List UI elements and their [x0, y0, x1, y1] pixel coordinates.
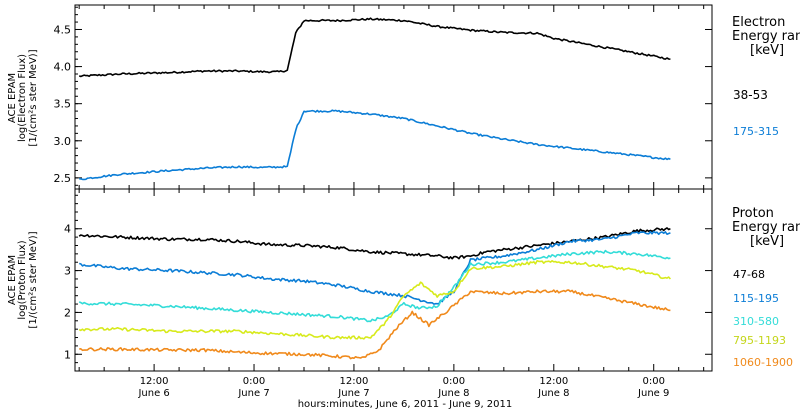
proton-series-1060-1900	[79, 289, 671, 360]
electron-series-175-315	[79, 109, 671, 181]
proton-legend-1060-1900: 1060-1900	[733, 356, 793, 369]
x-tick-date-3: June 8	[437, 388, 469, 399]
x-tick-date-2: June 7	[337, 388, 369, 399]
electron-series-group	[78, 17, 671, 181]
electron-legend-title-2: Energy ranges	[732, 29, 800, 44]
x-tick-time-4: 12:00	[539, 376, 568, 387]
electron-ylabel-line-3: [1/(cm²s ster MeV)]	[28, 49, 39, 146]
electron-ytick-label: 3.5	[54, 98, 72, 111]
proton-ytick-label: 3	[64, 265, 71, 278]
proton-plot-frame	[74, 188, 713, 372]
proton-legend: Proton Energy ranges [keV] 47-68 115-195…	[732, 206, 800, 369]
proton-ytick-label: 2	[64, 306, 71, 319]
proton-legend-title-3: [keV]	[750, 234, 784, 249]
electron-ytick-label: 4.5	[54, 23, 72, 36]
electron-ytick-label: 3.0	[54, 135, 72, 148]
electron-legend-title-3: [keV]	[750, 43, 784, 58]
x-tick-date-4: June 8	[537, 388, 569, 399]
proton-ylabel-line-1: ACE EPAM	[7, 255, 18, 305]
x-tick-time-3: 0:00	[443, 376, 465, 387]
proton-legend-title-2: Energy ranges	[732, 220, 800, 235]
x-tick-date-1: June 7	[237, 388, 269, 399]
x-tick-time-2: 12:00	[340, 376, 369, 387]
electron-ytick-label: 4.0	[54, 61, 72, 74]
x-tick-time-0: 12:00	[140, 376, 169, 387]
x-tick-time-1: 0:00	[243, 376, 265, 387]
proton-ylabel-line-2: log(Proton Flux)	[17, 240, 28, 319]
x-axis-label: hours:minutes, June 6, 2011 - June 9, 20…	[298, 399, 513, 410]
proton-series-115-195	[79, 230, 671, 305]
electron-legend-175-315: 175-315	[733, 125, 779, 138]
proton-legend-310-580: 310-580	[733, 315, 779, 328]
proton-series-795-1193	[78, 260, 671, 340]
electron-series-38-53	[78, 17, 671, 78]
electron-ylabel-line-2: log(Electron Flux)	[17, 54, 28, 142]
proton-series-47-68	[78, 227, 671, 260]
proton-ytick-label: 1	[64, 348, 71, 361]
x-tick-date-5: June 9	[637, 388, 669, 399]
proton-ytick-label: 4	[64, 223, 71, 236]
electron-y-axis: 2.5 3.0 3.5 4.0 4.5	[54, 6, 712, 186]
electron-legend-38-53: 38-53	[733, 88, 768, 102]
proton-series-310-580	[78, 249, 671, 323]
proton-legend-title-1: Proton	[732, 206, 774, 221]
electron-panel: 2.5 3.0 3.5 4.0 4.5 ACE EPAM log(Electron Fl…	[7, 4, 800, 190]
electron-plot-frame	[74, 4, 713, 190]
proton-panel: 1 2 3 4 ACE EPAM log(Proton Flux) [1/(cm²s …	[7, 188, 800, 372]
proton-legend-115-195: 115-195	[733, 292, 779, 305]
proton-series-group	[78, 227, 671, 360]
electron-ylabel-line-1: ACE EPAM	[7, 73, 18, 123]
proton-ylabel-line-3: [1/(cm²s ster MeV)]	[28, 231, 39, 328]
proton-y-label: ACE EPAM log(Proton Flux) [1/(cm²s ster …	[7, 231, 39, 328]
electron-legend-title-1: Electron	[732, 15, 785, 30]
x-tick-date-0: June 6	[137, 388, 169, 399]
electron-legend: Electron Energy ranges [keV] 38-53 175-3…	[732, 15, 800, 138]
proton-legend-47-68: 47-68	[733, 268, 765, 281]
proton-y-axis: 1 2 3 4	[64, 194, 712, 372]
electron-y-label: ACE EPAM log(Electron Flux) [1/(cm²s ste…	[7, 49, 39, 146]
proton-legend-795-1193: 795-1193	[733, 334, 786, 347]
x-tick-time-5: 0:00	[642, 376, 664, 387]
electron-ytick-label: 2.5	[54, 172, 72, 185]
